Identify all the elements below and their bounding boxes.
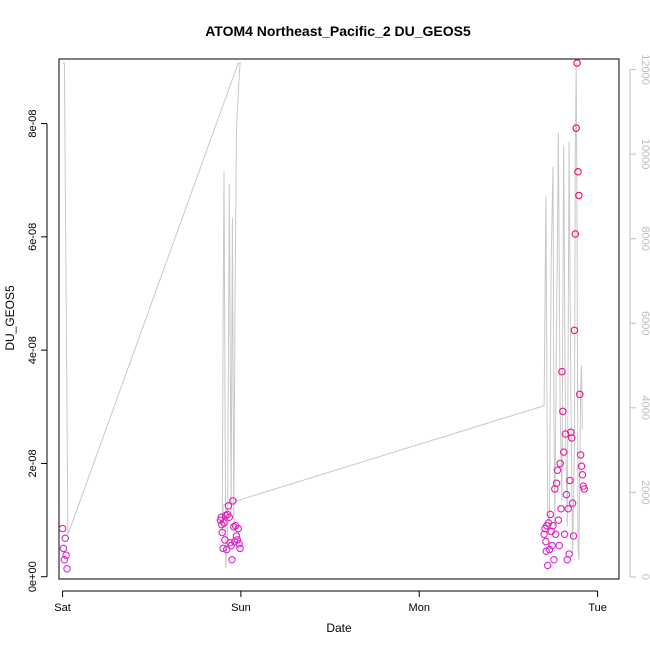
data-point bbox=[574, 167, 582, 176]
data-point bbox=[62, 551, 70, 559]
data-point bbox=[576, 451, 585, 459]
data-point bbox=[566, 476, 574, 485]
data-point bbox=[570, 326, 579, 335]
data-point bbox=[217, 520, 226, 529]
data-point bbox=[575, 191, 583, 200]
altitude-line bbox=[62, 62, 583, 569]
data-point bbox=[555, 541, 564, 550]
data-point bbox=[542, 537, 550, 546]
data-point bbox=[230, 523, 238, 531]
data-point bbox=[236, 544, 244, 553]
data-point bbox=[546, 510, 555, 519]
data-point bbox=[576, 390, 584, 399]
y-axis-label: DU_GEOS5 bbox=[3, 285, 17, 351]
data-point bbox=[580, 485, 588, 493]
data-point bbox=[572, 124, 580, 132]
data-point bbox=[550, 555, 558, 564]
y2-axis: 0 2000 4000 6000 8000 10000 12000 bbox=[629, 54, 650, 580]
y2-tick-label: 8000 bbox=[639, 226, 650, 250]
data-point bbox=[222, 511, 230, 520]
data-point bbox=[552, 479, 561, 488]
data-point bbox=[554, 516, 563, 524]
y2-tick-label: 2000 bbox=[639, 480, 650, 504]
data-point bbox=[219, 544, 227, 553]
data-point bbox=[229, 497, 237, 505]
data-point bbox=[228, 555, 236, 564]
data-point bbox=[561, 430, 570, 438]
data-point bbox=[553, 466, 562, 474]
data-point bbox=[567, 434, 576, 442]
x-tick-label: Tue bbox=[588, 602, 607, 614]
data-point bbox=[63, 565, 71, 573]
data-point bbox=[233, 536, 242, 544]
x-tick-label: Mon bbox=[409, 602, 430, 614]
chart-title: ATOM4 Northeast_Pacific_2 DU_GEOS5 bbox=[205, 23, 471, 39]
data-point bbox=[578, 471, 587, 479]
data-point bbox=[224, 502, 233, 510]
data-points bbox=[58, 59, 588, 573]
y-tick-label: 8e-08 bbox=[27, 110, 39, 138]
data-point bbox=[235, 540, 243, 548]
x-axis: Sat Sun Mon Tue bbox=[54, 590, 607, 614]
y2-tick-label: 0 bbox=[639, 574, 650, 580]
y-axis: 0e+00 2e-08 4e-08 6e-08 8e-08 bbox=[27, 110, 48, 592]
y2-tick-label: 6000 bbox=[639, 311, 650, 335]
data-point bbox=[557, 505, 565, 513]
data-point bbox=[562, 490, 571, 499]
y-tick-label: 2e-08 bbox=[27, 449, 39, 477]
data-point bbox=[234, 524, 242, 533]
data-point bbox=[558, 367, 566, 376]
plot-frame bbox=[58, 58, 620, 580]
data-point bbox=[543, 561, 552, 570]
data-point bbox=[551, 530, 560, 539]
y2-tick-label: 10000 bbox=[639, 139, 650, 170]
data-point bbox=[218, 528, 226, 537]
x-tick-label: Sun bbox=[231, 602, 251, 614]
data-point bbox=[232, 532, 241, 540]
y-tick-label: 4e-08 bbox=[27, 336, 39, 364]
data-point bbox=[222, 545, 231, 554]
data-point bbox=[549, 522, 557, 530]
data-point bbox=[225, 513, 234, 522]
data-point bbox=[61, 534, 69, 542]
y-tick-label: 0e+00 bbox=[27, 561, 39, 592]
data-point bbox=[567, 428, 575, 437]
data-point bbox=[60, 555, 69, 564]
y2-tick-label: 4000 bbox=[639, 396, 650, 420]
data-point bbox=[556, 459, 564, 468]
data-point bbox=[560, 530, 569, 539]
data-point bbox=[58, 524, 67, 533]
data-point bbox=[540, 530, 548, 539]
altitude-line-group bbox=[62, 62, 583, 569]
data-point bbox=[220, 519, 228, 527]
data-point bbox=[564, 505, 572, 513]
data-point bbox=[577, 462, 586, 471]
x-axis-label: Date bbox=[326, 621, 352, 635]
y2-tick-label: 12000 bbox=[639, 54, 650, 85]
data-point bbox=[59, 544, 68, 553]
data-point bbox=[559, 448, 568, 456]
data-point bbox=[571, 230, 580, 238]
data-point bbox=[565, 550, 573, 558]
data-point bbox=[548, 541, 556, 550]
x-tick-label: Sat bbox=[54, 602, 71, 614]
data-point bbox=[559, 407, 567, 416]
data-point bbox=[568, 499, 577, 507]
data-point bbox=[569, 532, 578, 540]
data-point bbox=[573, 59, 581, 67]
y-tick-label: 6e-08 bbox=[27, 223, 39, 251]
